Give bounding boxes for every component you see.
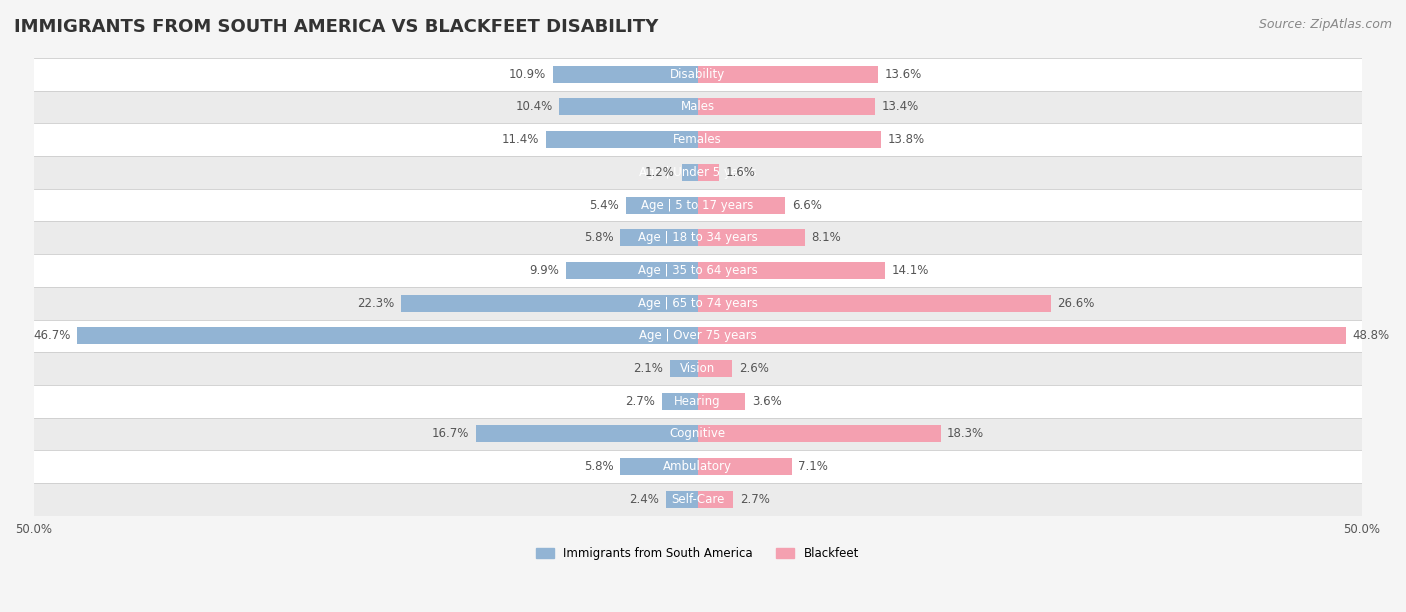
Bar (34, 188, 1361, 222)
Text: 8.1%: 8.1% (811, 231, 841, 244)
Text: 13.4%: 13.4% (882, 100, 920, 113)
Bar (34, 417, 1361, 450)
Bar (697, 294, 1050, 312)
Text: Age | 35 to 64 years: Age | 35 to 64 years (638, 264, 758, 277)
Bar (697, 360, 733, 377)
Text: Hearing: Hearing (675, 395, 721, 408)
Text: 5.8%: 5.8% (585, 231, 614, 244)
Bar (34, 123, 1361, 156)
Text: Age | Over 75 years: Age | Over 75 years (638, 329, 756, 342)
Text: 18.3%: 18.3% (948, 428, 984, 441)
Text: IMMIGRANTS FROM SOUTH AMERICA VS BLACKFEET DISABILITY: IMMIGRANTS FROM SOUTH AMERICA VS BLACKFE… (14, 18, 658, 36)
Text: 14.1%: 14.1% (891, 264, 929, 277)
Text: Source: ZipAtlas.com: Source: ZipAtlas.com (1258, 18, 1392, 31)
Bar (34, 287, 1361, 319)
Bar (546, 131, 697, 148)
Bar (34, 319, 1361, 353)
Bar (697, 425, 941, 442)
Bar (665, 491, 697, 508)
Bar (34, 483, 1361, 516)
Text: Vision: Vision (681, 362, 716, 375)
Text: 7.1%: 7.1% (799, 460, 828, 473)
Text: 48.8%: 48.8% (1353, 329, 1389, 342)
Bar (697, 491, 734, 508)
Legend: Immigrants from South America, Blackfeet: Immigrants from South America, Blackfeet (531, 542, 863, 565)
Bar (34, 58, 1361, 91)
Text: Age | Under 5 years: Age | Under 5 years (638, 166, 756, 179)
Text: 3.6%: 3.6% (752, 395, 782, 408)
Bar (475, 425, 697, 442)
Text: 1.2%: 1.2% (645, 166, 675, 179)
Text: 22.3%: 22.3% (357, 297, 395, 310)
Text: 5.4%: 5.4% (589, 198, 619, 212)
Bar (77, 327, 697, 345)
Text: 2.4%: 2.4% (628, 493, 659, 506)
Bar (34, 254, 1361, 287)
Text: 11.4%: 11.4% (502, 133, 540, 146)
Bar (697, 230, 806, 246)
Text: 16.7%: 16.7% (432, 428, 470, 441)
Text: Age | 18 to 34 years: Age | 18 to 34 years (638, 231, 758, 244)
Text: Females: Females (673, 133, 721, 146)
Text: 2.7%: 2.7% (626, 395, 655, 408)
Text: 1.6%: 1.6% (725, 166, 755, 179)
Text: Cognitive: Cognitive (669, 428, 725, 441)
Text: 2.7%: 2.7% (740, 493, 770, 506)
Bar (697, 164, 718, 181)
Bar (697, 196, 785, 214)
Bar (682, 164, 697, 181)
Bar (697, 393, 745, 410)
Bar (669, 360, 697, 377)
Bar (34, 91, 1361, 123)
Bar (697, 262, 884, 279)
Bar (401, 294, 697, 312)
Text: 10.4%: 10.4% (516, 100, 553, 113)
Text: 26.6%: 26.6% (1057, 297, 1095, 310)
Bar (697, 65, 879, 83)
Bar (620, 230, 697, 246)
Text: Disability: Disability (669, 68, 725, 81)
Text: 6.6%: 6.6% (792, 198, 821, 212)
Text: Age | 65 to 74 years: Age | 65 to 74 years (637, 297, 758, 310)
Text: 2.1%: 2.1% (633, 362, 664, 375)
Text: 9.9%: 9.9% (530, 264, 560, 277)
Text: Self-Care: Self-Care (671, 493, 724, 506)
Text: 5.8%: 5.8% (585, 460, 614, 473)
Text: 10.9%: 10.9% (509, 68, 546, 81)
Bar (697, 131, 880, 148)
Bar (567, 262, 697, 279)
Bar (697, 99, 876, 116)
Text: Age | 5 to 17 years: Age | 5 to 17 years (641, 198, 754, 212)
Bar (560, 99, 697, 116)
Bar (34, 222, 1361, 254)
Text: 13.6%: 13.6% (884, 68, 922, 81)
Bar (662, 393, 697, 410)
Text: 46.7%: 46.7% (34, 329, 70, 342)
Bar (626, 196, 697, 214)
Text: 13.8%: 13.8% (887, 133, 925, 146)
Bar (34, 156, 1361, 188)
Bar (697, 458, 792, 475)
Bar (34, 353, 1361, 385)
Text: Ambulatory: Ambulatory (664, 460, 733, 473)
Text: 2.6%: 2.6% (738, 362, 769, 375)
Bar (620, 458, 697, 475)
Text: Males: Males (681, 100, 714, 113)
Bar (553, 65, 697, 83)
Bar (697, 327, 1346, 345)
Bar (34, 385, 1361, 417)
Bar (34, 450, 1361, 483)
